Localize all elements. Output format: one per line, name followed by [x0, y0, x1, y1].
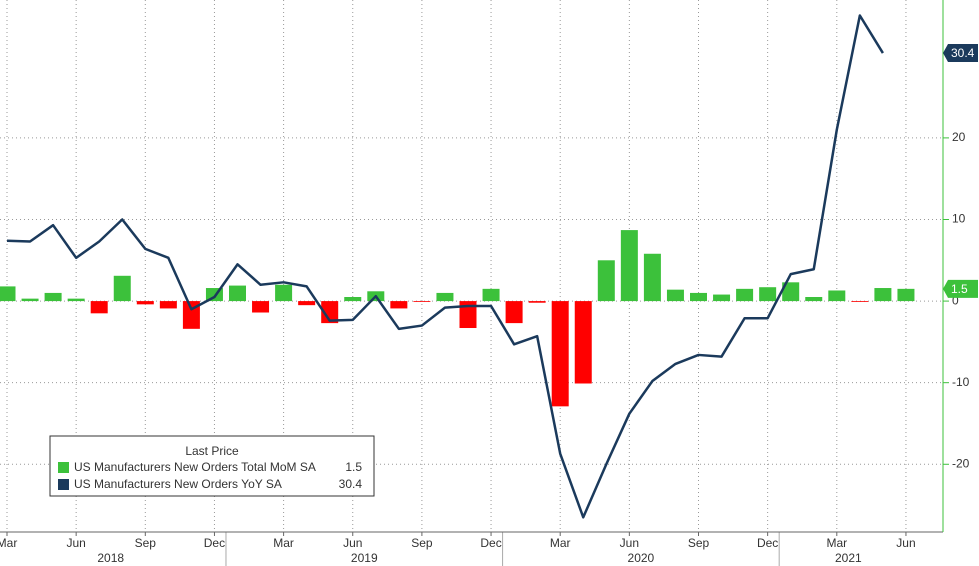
- last-value-tag: [943, 44, 978, 63]
- x-tick-label: Sep: [135, 536, 157, 550]
- bar: [874, 288, 892, 302]
- x-tick-label: Sep: [411, 536, 433, 550]
- x-tick-label: Jun: [620, 536, 639, 550]
- y-tick-label: -20: [952, 456, 970, 470]
- x-tick-label: Dec: [480, 536, 501, 550]
- legend-box: [49, 435, 375, 497]
- x-tick-label: Mar: [826, 536, 847, 550]
- last-value-tag: [943, 279, 978, 298]
- bar: [782, 282, 800, 302]
- bar: [67, 298, 85, 302]
- x-tick-label: Jun: [343, 536, 362, 550]
- bar: [113, 275, 131, 302]
- bar: [851, 301, 869, 302]
- bar: [436, 292, 454, 302]
- bar: [21, 298, 39, 302]
- year-label: 2021: [835, 551, 862, 565]
- legend: Last Price US Manufacturers New Orders To…: [49, 435, 375, 497]
- bar: [643, 253, 661, 302]
- bar: [805, 297, 823, 302]
- legend-swatch: [58, 462, 69, 473]
- bar: [252, 301, 270, 313]
- y-tick-label: 0: [952, 293, 959, 307]
- bar: [459, 301, 477, 329]
- year-label: 2020: [628, 551, 655, 565]
- x-tick-label: Jun: [896, 536, 915, 550]
- bar: [597, 260, 615, 302]
- bar: [620, 230, 638, 302]
- year-label: 2018: [97, 551, 124, 565]
- bar: [574, 301, 592, 384]
- bar: [505, 301, 523, 324]
- bar: [759, 287, 777, 302]
- bar: [713, 294, 731, 302]
- bar: [275, 284, 293, 302]
- bar: [390, 301, 408, 309]
- y-tick-label: 10: [952, 212, 966, 226]
- last-value-label: 1.5: [951, 282, 968, 296]
- legend-title: Last Price: [185, 444, 239, 458]
- bar: [897, 288, 915, 302]
- bar: [736, 288, 754, 302]
- bar: [44, 292, 62, 302]
- bar: [321, 301, 339, 324]
- legend-label: US Manufacturers New Orders YoY SA: [74, 477, 282, 491]
- bar: [551, 301, 569, 407]
- bar: [666, 289, 684, 302]
- legend-swatch: [58, 479, 69, 490]
- legend-label: US Manufacturers New Orders Total MoM SA: [74, 460, 316, 474]
- x-tick-label: Dec: [204, 536, 225, 550]
- legend-value: 30.4: [339, 477, 363, 491]
- bar: [159, 301, 177, 309]
- x-tick-label: Mar: [0, 536, 17, 550]
- bar: [0, 286, 16, 302]
- bar: [690, 292, 707, 302]
- x-tick-label: Jun: [66, 536, 85, 550]
- x-tick-label: Dec: [757, 536, 778, 550]
- x-tick-label: Sep: [688, 536, 710, 550]
- bar: [298, 301, 316, 306]
- bar: [413, 301, 431, 302]
- x-tick-label: Mar: [273, 536, 294, 550]
- bar: [828, 290, 846, 302]
- bar: [90, 301, 108, 314]
- legend-value: 1.5: [345, 460, 362, 474]
- bar: [229, 285, 246, 302]
- bar: [482, 288, 500, 302]
- last-value-label: 30.4: [951, 46, 975, 60]
- year-label: 2019: [351, 551, 378, 565]
- bar: [344, 297, 362, 302]
- bar: [136, 301, 154, 305]
- y-tick-label: 20: [952, 130, 966, 144]
- line: [6, 14, 884, 519]
- y-tick-label: -10: [952, 375, 970, 389]
- bar: [528, 301, 546, 303]
- x-tick-label: Mar: [550, 536, 571, 550]
